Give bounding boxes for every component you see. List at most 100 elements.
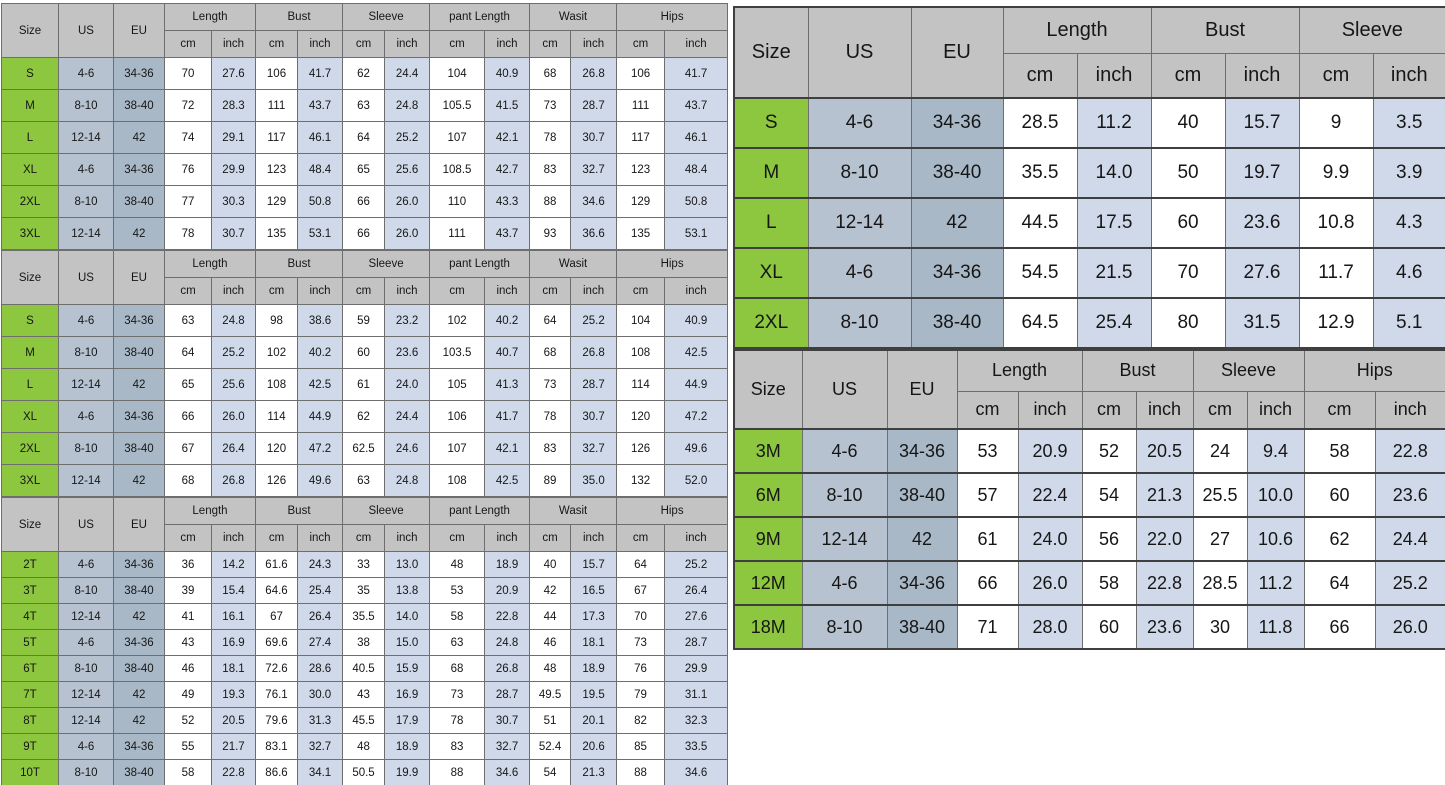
cm-value-cell: 43 (164, 629, 212, 656)
inch-unit-header: inch (1374, 390, 1445, 430)
cm-value-cell: 59 (342, 304, 386, 337)
cm-value-cell: 40 (529, 551, 572, 578)
right-chart-column: Size US EU Length Bust Sleeve cm inch cm inch cm in… (733, 6, 1445, 650)
inch-value-cell: 41.3 (484, 368, 531, 401)
cm-value-cell: 48 (529, 655, 572, 682)
inch-unit-header: inch (211, 277, 256, 305)
eu-cell: 42 (113, 681, 165, 708)
us-column-header: US (807, 6, 912, 99)
inch-unit-header: inch (384, 524, 431, 552)
us-cell: 4-6 (801, 428, 888, 474)
size-cell: 9T (1, 733, 59, 760)
inch-value-cell: 25.2 (211, 336, 256, 369)
inch-unit-header: inch (1017, 390, 1083, 430)
size-cell: M (1, 89, 59, 122)
inch-value-cell: 34.6 (484, 759, 531, 785)
inch-value-cell: 25.6 (211, 368, 256, 401)
inch-value-cell: 28.7 (570, 89, 618, 122)
cm-value-cell: 9 (1298, 97, 1374, 149)
cm-value-cell: 50.5 (342, 759, 386, 785)
size-row: 12M 4-6 34-36 66 26.0 58 22.8 28.5 11.2 64 25.2 (733, 560, 1445, 606)
cm-unit-header: cm (342, 524, 386, 552)
cm-value-cell: 63 (342, 89, 386, 122)
measure-group-header: Wasit (529, 3, 618, 31)
cm-value-cell: 83 (429, 733, 486, 760)
size-cell: S (733, 97, 809, 149)
inch-value-cell: 49.6 (296, 464, 344, 497)
cm-value-cell: 83 (529, 432, 572, 465)
inch-value-cell: 18.9 (484, 551, 531, 578)
cm-unit-header: cm (616, 277, 666, 305)
cm-value-cell: 107 (429, 121, 486, 154)
cm-value-cell: 108 (255, 368, 298, 401)
cm-value-cell: 44.5 (1002, 197, 1078, 249)
inch-value-cell: 24.3 (296, 551, 344, 578)
cm-value-cell: 67 (164, 432, 212, 465)
cm-value-cell: 76 (164, 153, 212, 186)
measure-group-header: Sleeve (1298, 6, 1445, 54)
inch-value-cell: 42.5 (296, 368, 344, 401)
eu-cell: 42 (113, 464, 165, 497)
cm-value-cell: 36 (164, 551, 212, 578)
cm-value-cell: 126 (616, 432, 666, 465)
cm-value-cell: 73 (529, 368, 572, 401)
cm-value-cell: 70 (164, 57, 212, 90)
size-column-header: Size (733, 349, 803, 430)
cm-value-cell: 24 (1192, 428, 1248, 474)
inch-value-cell: 20.9 (1017, 428, 1083, 474)
eu-column-header: EU (113, 497, 165, 552)
inch-unit-header: inch (484, 277, 531, 305)
us-cell: 12-14 (58, 603, 114, 630)
cm-value-cell: 104 (429, 57, 486, 90)
inch-value-cell: 15.0 (384, 629, 431, 656)
inch-unit-header: inch (1135, 390, 1194, 430)
inch-value-cell: 26.8 (211, 464, 256, 497)
size-row: S 4-6 34-36 63 24.8 98 38.6 59 23.2 102 40.2 64 25.2… (1, 304, 729, 337)
inch-value-cell: 28.7 (484, 681, 531, 708)
inch-value-cell: 30.0 (296, 681, 344, 708)
inch-value-cell: 18.1 (570, 629, 618, 656)
cm-value-cell: 9.9 (1298, 147, 1374, 199)
inch-value-cell: 20.5 (1135, 428, 1194, 474)
size-row: 2T 4-6 34-36 36 14.2 61.6 24.3 33 13.0 48 18.9 40 15… (1, 551, 729, 578)
eu-cell: 34-36 (113, 153, 165, 186)
measure-group-header: Bust (254, 3, 344, 31)
cm-value-cell: 60 (1303, 472, 1376, 518)
cm-value-cell: 88 (616, 759, 666, 785)
inch-value-cell: 31.3 (296, 707, 344, 734)
inch-value-cell: 26.4 (664, 577, 729, 604)
measure-group-header: Hips (616, 497, 729, 525)
cm-value-cell: 71 (956, 604, 1019, 650)
cm-value-cell: 106 (429, 400, 486, 433)
cm-value-cell: 60 (1150, 197, 1226, 249)
eu-cell: 34-36 (113, 304, 165, 337)
cm-value-cell: 77 (164, 185, 212, 218)
cm-unit-header: cm (164, 277, 212, 305)
size-cell: 7T (1, 681, 59, 708)
us-cell: 4-6 (58, 733, 114, 760)
inch-value-cell: 23.6 (384, 336, 431, 369)
inch-unit-header: inch (664, 277, 729, 305)
us-cell: 4-6 (58, 629, 114, 656)
size-row: M 8-10 38-40 72 28.3 111 43.7 63 24.8 105.5 41.5 73… (1, 89, 729, 122)
inch-value-cell: 9.4 (1246, 428, 1305, 474)
cm-value-cell: 28.5 (1002, 97, 1078, 149)
size-row: 2XL 8-10 38-40 64.5 25.4 80 31.5 12.9 5.1 (733, 297, 1445, 349)
inch-value-cell: 31.1 (664, 681, 729, 708)
inch-value-cell: 25.2 (570, 304, 618, 337)
cm-value-cell: 45.5 (342, 707, 386, 734)
us-cell: 4-6 (58, 551, 114, 578)
cm-value-cell: 79.6 (255, 707, 298, 734)
cm-value-cell: 54.5 (1002, 247, 1078, 299)
inch-value-cell: 13.8 (384, 577, 431, 604)
inch-value-cell: 30.7 (484, 707, 531, 734)
us-cell: 12-14 (58, 707, 114, 734)
inch-value-cell: 26.8 (484, 655, 531, 682)
cm-value-cell: 64.5 (1002, 297, 1078, 349)
cm-value-cell: 98 (255, 304, 298, 337)
cm-value-cell: 58 (1303, 428, 1376, 474)
inch-value-cell: 28.7 (664, 629, 729, 656)
size-cell: 3XL (1, 217, 59, 250)
inch-value-cell: 15.4 (211, 577, 256, 604)
